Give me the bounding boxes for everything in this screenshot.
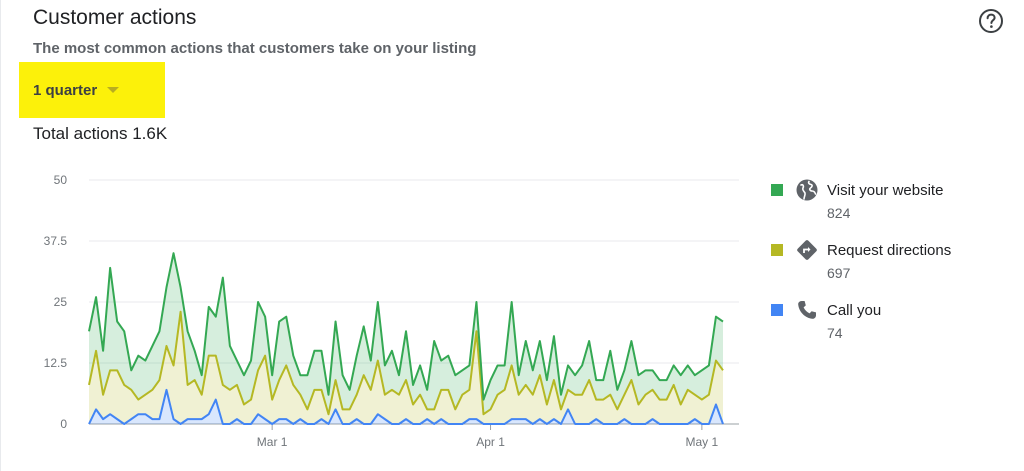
card-title: Customer actions [33, 6, 197, 29]
phone-icon [798, 301, 816, 319]
legend-value: 697 [827, 265, 851, 281]
help-circle-icon[interactable] [978, 8, 1004, 34]
customer-actions-chart: 0 12.5 25 37.5 50 Mar 1 Apr 1 May 1 [44, 173, 739, 449]
legend-item-call[interactable]: Call you 74 [771, 298, 1021, 358]
series-line [88, 252, 724, 401]
legend-value: 74 [827, 325, 843, 341]
y-tick-label: 25 [54, 295, 68, 309]
series-area [89, 311, 723, 424]
legend-swatch [771, 304, 783, 316]
series-line [88, 388, 724, 425]
legend-value: 824 [827, 205, 851, 221]
y-tick-label: 37.5 [44, 234, 68, 248]
series-area [89, 389, 723, 424]
period-dropdown[interactable]: 1 quarter [19, 62, 165, 118]
legend-label: Visit your website [827, 182, 944, 199]
x-tick-label: Mar 1 [257, 435, 288, 449]
caret-down-icon [107, 87, 120, 93]
legend-swatch [771, 244, 783, 256]
globe-icon [796, 179, 818, 201]
y-tick-label: 12.5 [44, 356, 68, 370]
legend-label: Request directions [827, 242, 952, 259]
series-line [88, 310, 724, 416]
card-subtitle: The most common actions that customers t… [33, 40, 477, 57]
directions-icon [797, 240, 817, 260]
legend-swatch [771, 184, 783, 196]
y-tick-label: 0 [60, 417, 67, 431]
x-tick-label: Apr 1 [476, 435, 505, 449]
legend-item-directions[interactable]: Request directions 697 [771, 238, 1021, 298]
total-actions: Total actions 1.6K [33, 124, 168, 143]
y-tick-label: 50 [54, 173, 68, 187]
x-tick-label: May 1 [686, 435, 719, 449]
period-dropdown-label: 1 quarter [33, 81, 98, 99]
chart-legend: Visit your website 824 Request direction… [771, 178, 1021, 358]
legend-item-website[interactable]: Visit your website 824 [771, 178, 1021, 238]
legend-label: Call you [827, 302, 882, 319]
